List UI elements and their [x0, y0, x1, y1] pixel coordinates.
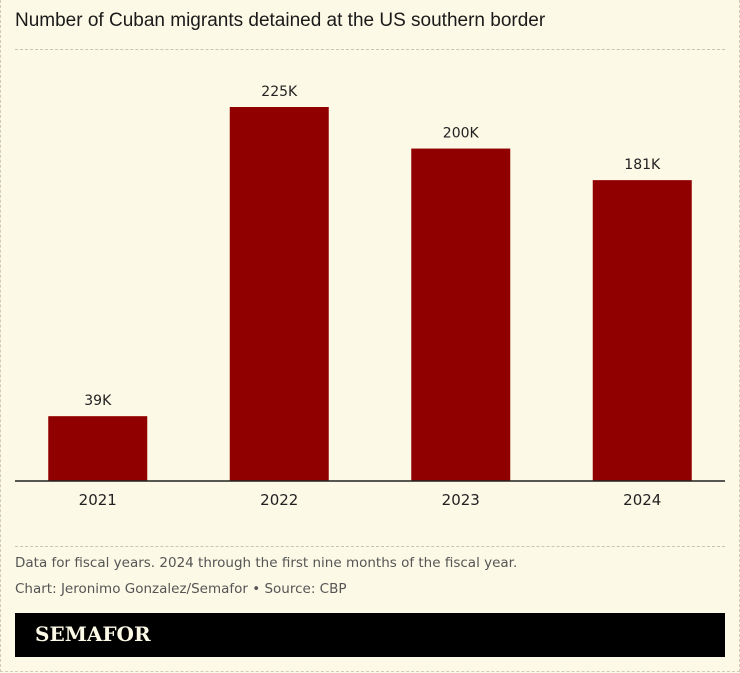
brand-bar: SEMAFOR: [15, 613, 725, 657]
bar-2021: [48, 416, 148, 481]
data-label-2022: 225K: [261, 84, 298, 100]
bar-chart: 39K 2021 225K 2022 200K 2023 181K 2024: [15, 84, 725, 509]
footnote: Data for fiscal years. 2024 through the …: [15, 555, 518, 571]
credit-source: Chart: Jeronimo Gonzalez/Semafor • Sourc…: [15, 581, 347, 597]
data-label-2023: 200K: [443, 126, 480, 142]
data-label-2021: 39K: [84, 393, 112, 409]
x-tick-label-2022: 2022: [260, 491, 298, 509]
chart-title: Number of Cuban migrants detained at the…: [15, 10, 546, 31]
x-tick-label-2021: 2021: [79, 491, 117, 509]
x-tick-label-2023: 2023: [442, 491, 480, 509]
data-label-2024: 181K: [624, 157, 661, 173]
bar-2024: [592, 180, 692, 482]
semafor-logo: SEMAFOR: [35, 622, 151, 646]
bar-2023: [411, 148, 511, 482]
title-divider: [15, 49, 725, 50]
x-tick-label-2024: 2024: [623, 491, 661, 509]
bar-2022: [229, 107, 329, 481]
notes-divider: [15, 546, 725, 547]
